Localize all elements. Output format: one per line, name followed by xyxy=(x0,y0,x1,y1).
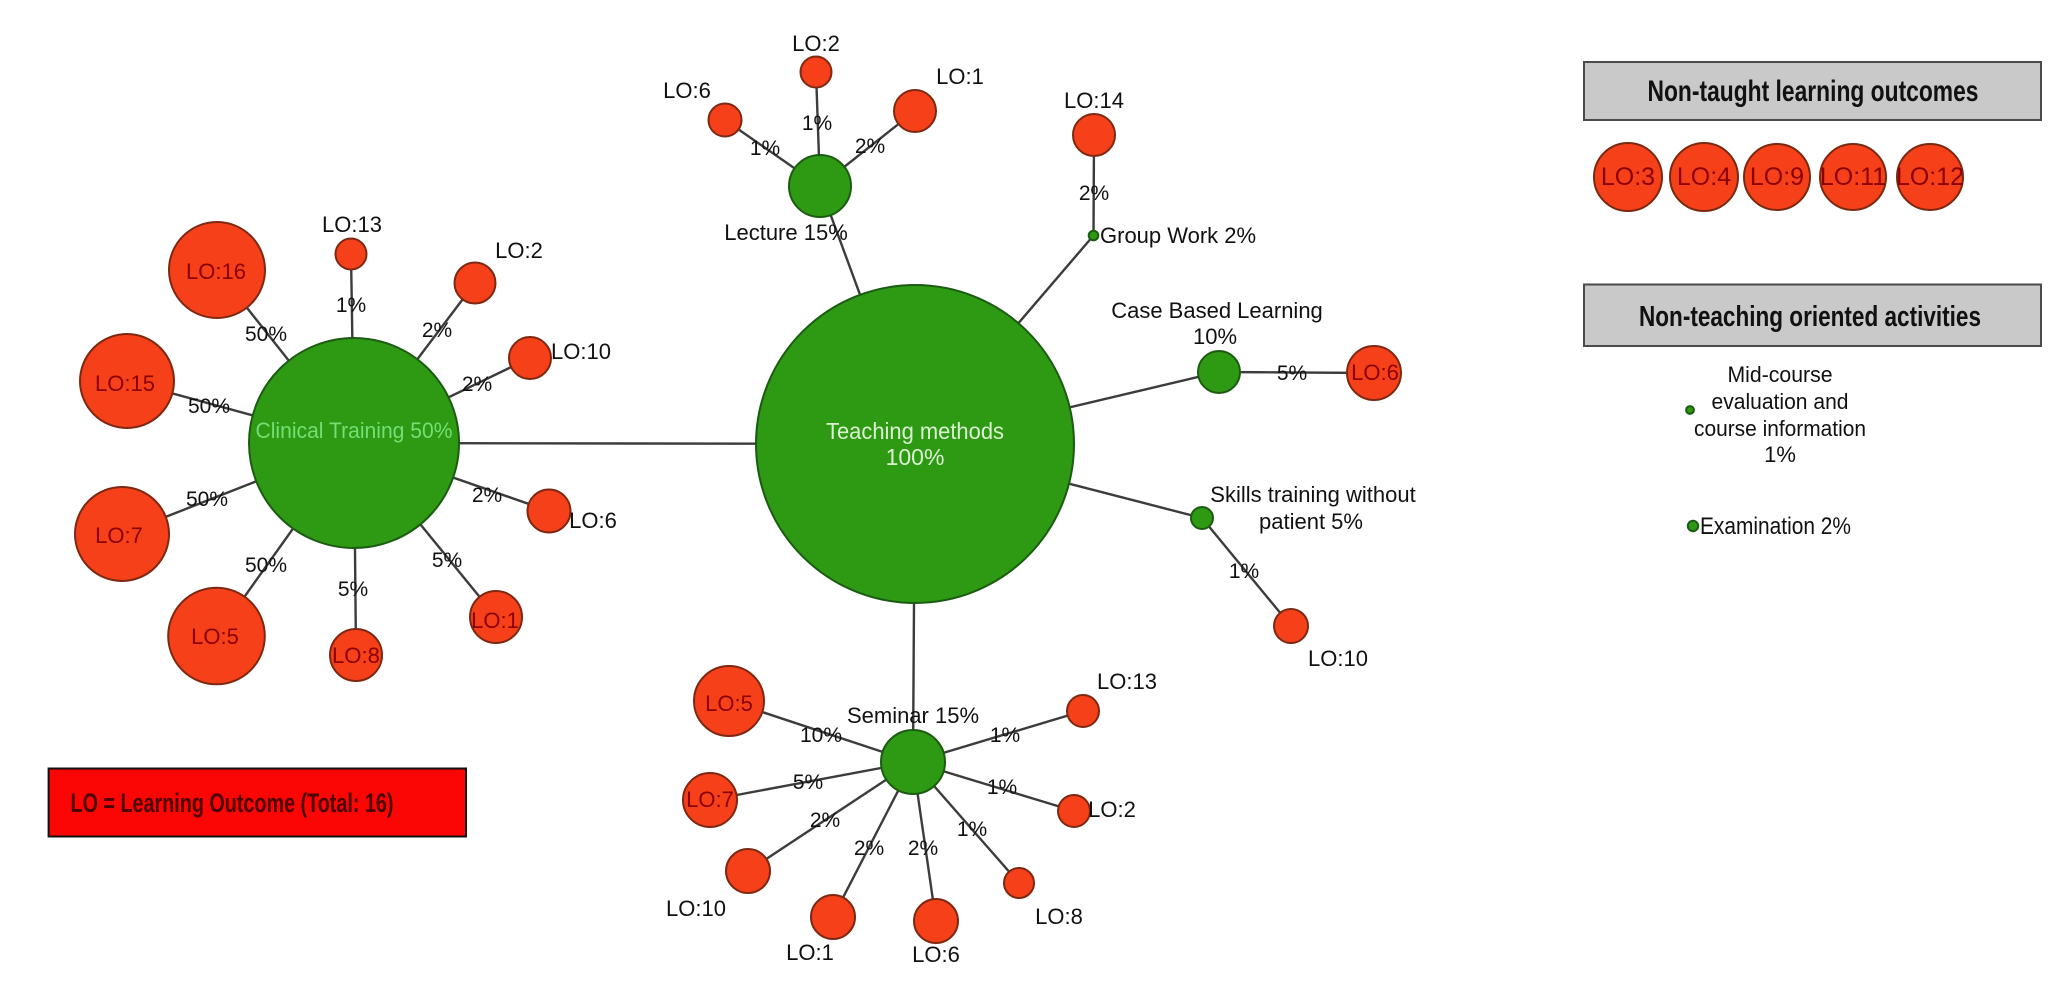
svg-text:LO:6: LO:6 xyxy=(912,942,960,967)
svg-text:2%: 2% xyxy=(908,837,938,860)
svg-text:1%: 1% xyxy=(750,137,780,160)
svg-text:LO:2: LO:2 xyxy=(495,238,543,263)
svg-text:1%: 1% xyxy=(802,112,832,135)
svg-text:5%: 5% xyxy=(338,578,368,601)
svg-text:10%: 10% xyxy=(800,724,842,747)
svg-text:LO:13: LO:13 xyxy=(1097,669,1157,694)
svg-text:LO:10: LO:10 xyxy=(666,896,726,921)
svg-text:50%: 50% xyxy=(245,323,287,346)
svg-text:LO:4: LO:4 xyxy=(1677,163,1731,191)
svg-text:evaluation and: evaluation and xyxy=(1712,389,1849,414)
svg-text:100%: 100% xyxy=(886,444,945,470)
svg-text:2%: 2% xyxy=(1079,182,1109,205)
svg-text:LO:5: LO:5 xyxy=(191,624,239,649)
svg-text:2%: 2% xyxy=(462,373,492,396)
svg-text:2%: 2% xyxy=(810,809,840,832)
svg-text:Lecture 15%: Lecture 15% xyxy=(724,220,848,245)
svg-text:1%: 1% xyxy=(957,818,987,841)
svg-text:patient 5%: patient 5% xyxy=(1259,509,1363,534)
svg-text:1%: 1% xyxy=(987,776,1017,799)
svg-text:LO:2: LO:2 xyxy=(792,31,840,56)
svg-text:LO:6: LO:6 xyxy=(663,78,711,103)
svg-text:Examination 2%: Examination 2% xyxy=(1700,513,1851,540)
svg-text:50%: 50% xyxy=(245,554,287,577)
svg-text:LO:8: LO:8 xyxy=(1035,904,1083,929)
svg-text:LO:5: LO:5 xyxy=(705,691,753,716)
svg-text:LO:12: LO:12 xyxy=(1896,163,1964,191)
svg-text:Non-taught learning outcomes: Non-taught learning outcomes xyxy=(1648,75,1979,108)
svg-text:LO = Learning Outcome (Total:: LO = Learning Outcome (Total: 16) xyxy=(71,788,394,818)
svg-text:1%: 1% xyxy=(336,294,366,317)
svg-text:LO:2: LO:2 xyxy=(1088,797,1136,822)
svg-text:course information: course information xyxy=(1694,416,1866,441)
svg-text:Non-teaching oriented activiti: Non-teaching oriented activities xyxy=(1639,301,1981,333)
svg-text:10%: 10% xyxy=(1193,324,1237,349)
svg-text:2%: 2% xyxy=(422,319,452,342)
svg-text:LO:1: LO:1 xyxy=(936,64,984,89)
svg-text:LO:15: LO:15 xyxy=(95,371,155,396)
svg-text:LO:6: LO:6 xyxy=(1351,360,1399,385)
svg-text:Seminar 15%: Seminar 15% xyxy=(847,703,979,728)
svg-text:LO:13: LO:13 xyxy=(322,212,382,237)
svg-text:LO:16: LO:16 xyxy=(186,259,246,284)
svg-text:LO:9: LO:9 xyxy=(1750,163,1804,191)
svg-text:Group Work 2%: Group Work 2% xyxy=(1100,223,1256,248)
svg-text:2%: 2% xyxy=(854,837,884,860)
svg-text:5%: 5% xyxy=(1277,362,1307,385)
svg-text:LO:7: LO:7 xyxy=(686,787,734,812)
svg-text:50%: 50% xyxy=(186,488,228,511)
svg-text:1%: 1% xyxy=(990,724,1020,747)
svg-text:LO:10: LO:10 xyxy=(1308,646,1368,671)
svg-text:Clinical Training 50%: Clinical Training 50% xyxy=(256,418,453,443)
svg-text:LO:8: LO:8 xyxy=(332,643,380,668)
svg-text:LO:6: LO:6 xyxy=(569,508,617,533)
svg-text:LO:3: LO:3 xyxy=(1601,163,1655,191)
svg-text:50%: 50% xyxy=(188,395,230,418)
svg-text:Mid-course: Mid-course xyxy=(1728,362,1833,387)
svg-text:1%: 1% xyxy=(1229,560,1259,583)
svg-text:LO:10: LO:10 xyxy=(551,339,611,364)
svg-text:2%: 2% xyxy=(855,135,885,158)
svg-text:Skills training without: Skills training without xyxy=(1210,482,1415,507)
svg-text:LO:14: LO:14 xyxy=(1064,88,1124,113)
svg-text:LO:1: LO:1 xyxy=(786,940,834,965)
svg-text:Teaching methods: Teaching methods xyxy=(826,418,1004,444)
svg-text:5%: 5% xyxy=(432,549,462,572)
svg-text:LO:7: LO:7 xyxy=(95,523,143,548)
svg-text:LO:1: LO:1 xyxy=(471,608,519,633)
svg-text:LO:11: LO:11 xyxy=(1820,163,1886,191)
svg-text:2%: 2% xyxy=(472,484,502,507)
svg-text:1%: 1% xyxy=(1764,442,1796,467)
svg-text:Case Based Learning: Case Based Learning xyxy=(1111,298,1323,323)
svg-text:5%: 5% xyxy=(793,771,823,794)
